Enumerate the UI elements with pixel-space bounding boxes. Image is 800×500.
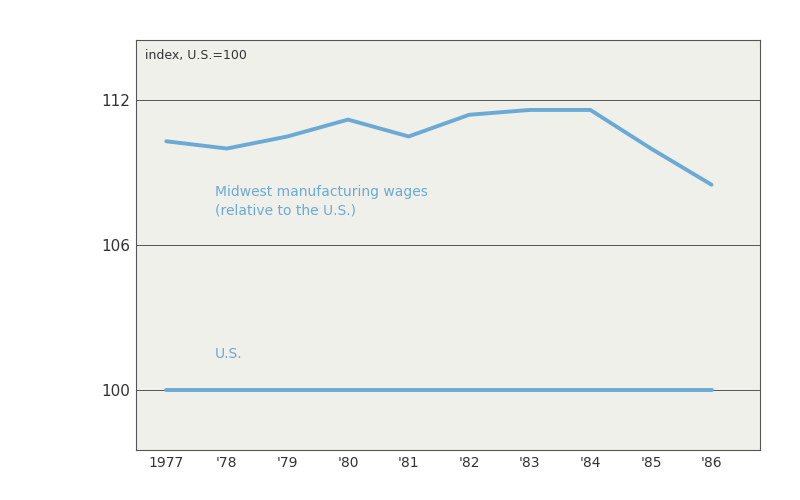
Text: Midwest manufacturing wages
(relative to the U.S.): Midwest manufacturing wages (relative to… [214, 184, 428, 217]
Text: U.S.: U.S. [214, 347, 242, 361]
Text: index, U.S.=100: index, U.S.=100 [145, 48, 247, 62]
